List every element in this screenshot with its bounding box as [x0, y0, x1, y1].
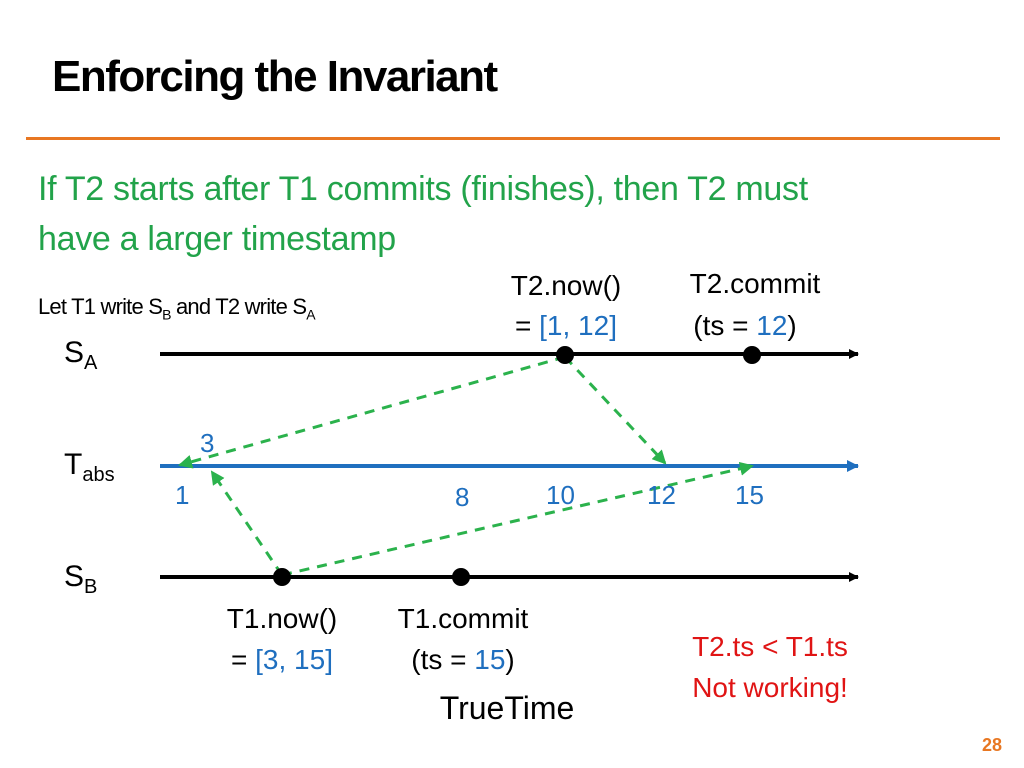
- page-number: 28: [981, 735, 1002, 755]
- t2-commit-label: T2.commit: [689, 268, 821, 299]
- tick-15: 15: [735, 480, 764, 510]
- t1-commit-label: T1.commit: [397, 603, 529, 634]
- tick-10: 10: [546, 480, 575, 510]
- t1-now-event: [273, 568, 291, 586]
- intro-line-1: If T2 starts after T1 commits (finishes)…: [38, 170, 808, 208]
- warning-line-1: T2.ts < T1.ts: [692, 631, 848, 662]
- t2-now-label: T2.now(): [510, 270, 622, 301]
- t1-commit-timestamp: (ts = 15): [411, 644, 515, 675]
- t2-now-event: [556, 346, 574, 364]
- t1-now-interval: = [3, 15]: [231, 644, 333, 675]
- t1-now-latest-arrow: [281, 461, 754, 577]
- t2-now-interval: = [1, 12]: [515, 310, 617, 341]
- tick-8: 8: [455, 482, 470, 512]
- title-divider: [26, 137, 1000, 140]
- row-label-tabs: Tabs: [64, 448, 115, 486]
- truetime-label: TrueTime: [439, 690, 575, 726]
- row-label-sb: SB: [64, 560, 98, 598]
- write-assignment-note: Let T1 write SB and T2 write SA: [38, 294, 316, 323]
- warning-line-2: Not working!: [692, 672, 848, 703]
- intro-line-2: have a larger timestamp: [38, 220, 396, 258]
- t2-now-earliest-arrow: [178, 355, 566, 469]
- t1-now-earliest-arrow: [210, 470, 284, 576]
- tick-3: 3: [200, 428, 215, 458]
- t2-commit-event: [743, 346, 761, 364]
- t2-commit-timestamp: (ts = 12): [693, 310, 797, 341]
- tick-1: 1: [175, 480, 190, 510]
- tick-12: 12: [647, 480, 676, 510]
- page-title: Enforcing the Invariant: [52, 52, 498, 101]
- t1-now-label: T1.now(): [226, 603, 338, 634]
- t2-now-latest-arrow: [563, 355, 667, 465]
- t1-commit-event: [452, 568, 470, 586]
- row-label-sa: SA: [64, 336, 98, 374]
